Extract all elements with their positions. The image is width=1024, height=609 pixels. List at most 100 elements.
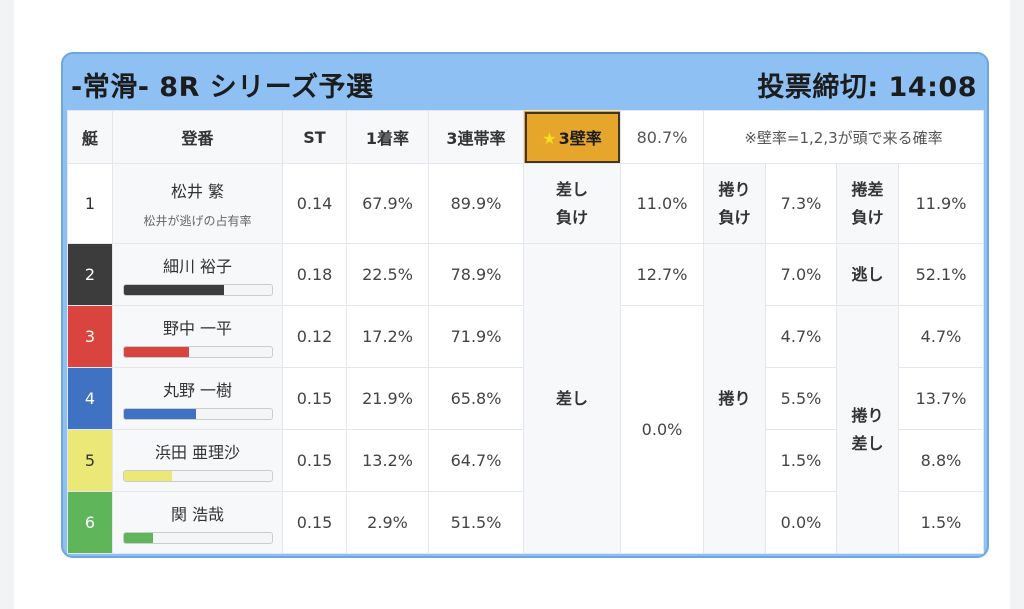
makuri-value-lane5: 1.5% [765, 429, 837, 492]
makuri-make-value: 7.3% [765, 163, 837, 244]
wall-rate-note: ※壁率=1,2,3が頭で来る確率 [703, 110, 984, 164]
race-table: 艇 登番 ST 1着率 3連帯率 ★ 3壁率 80.7% ※壁率=1,2,3が頭で… [67, 110, 984, 554]
kimarite-label: 負け [555, 207, 588, 227]
rate-bar [122, 532, 273, 544]
rate-bar [122, 470, 273, 482]
rate-bar-fill [123, 409, 197, 419]
col-racer: 登番 [112, 110, 283, 164]
table-row: 5 浜田 亜理沙 0.15 13.2% 64.7% 1.5% 8.8% [67, 429, 984, 492]
top3-rate-value: 89.9% [428, 163, 524, 244]
rate-bar [122, 408, 273, 420]
makurisashi-value-lane6: 1.5% [898, 491, 984, 554]
racer-name[interactable]: 松井 繁 [170, 182, 225, 201]
kimarite-makuri: 捲り [703, 243, 766, 554]
st-value: 0.15 [282, 491, 347, 554]
top3-rate-value: 51.5% [428, 491, 524, 554]
col-win-rate: 1着率 [346, 110, 429, 164]
lane-number: 3 [67, 305, 113, 368]
rate-bar-fill [123, 347, 189, 357]
top3-rate-value: 78.9% [428, 243, 524, 306]
nige-value: 52.1% [898, 243, 984, 306]
racer-name[interactable]: 野中 一平 [162, 319, 233, 338]
rate-bar-fill [123, 285, 225, 295]
makuri-value-lane3: 4.7% [765, 305, 837, 368]
racer-name[interactable]: 細川 裕子 [162, 257, 233, 276]
top3-rate-value: 64.7% [428, 429, 524, 492]
st-value: 0.12 [282, 305, 347, 368]
race-card: -常滑- 8R シリーズ予選 投票締切: 14:08 艇 登番 ST 1着率 3… [61, 52, 989, 558]
race-title: -常滑- 8R シリーズ予選 [71, 72, 374, 103]
top3-rate-value: 65.8% [428, 367, 524, 430]
page: -常滑- 8R シリーズ予選 投票締切: 14:08 艇 登番 ST 1着率 3… [14, 0, 1010, 609]
racer-cell: 浜田 亜理沙 [112, 429, 283, 492]
racer-cell: 関 浩哉 [112, 491, 283, 554]
col-st: ST [282, 110, 347, 164]
makurisashi-value-lane3: 4.7% [898, 305, 984, 368]
racer-cell: 丸野 一樹 [112, 367, 283, 430]
wall-rate-value: 80.7% [620, 110, 704, 164]
col-top3-rate: 3連帯率 [428, 110, 524, 164]
kimarite-label: 捲り [718, 179, 751, 199]
kimarite-makurisashi-make: 捲差 負け [836, 163, 899, 244]
rate-bar-fill [123, 533, 154, 543]
win-rate-value: 67.9% [346, 163, 429, 244]
kimarite-makuri-make: 捲り 負け [703, 163, 766, 244]
win-rate-value: 13.2% [346, 429, 429, 492]
kimarite-label: 差し [555, 179, 588, 199]
win-rate-value: 22.5% [346, 243, 429, 306]
lane-number: 5 [67, 429, 113, 492]
wall-label: 3壁率 [558, 129, 602, 148]
vote-deadline: 投票締切: 14:08 [757, 72, 977, 103]
lane-number: 4 [67, 367, 113, 430]
col-wall-rate[interactable]: ★ 3壁率 [523, 110, 621, 164]
kimarite-label: 捲り [851, 405, 884, 425]
makuri-value-lane2: 7.0% [765, 243, 837, 306]
racer-cell: 野中 一平 [112, 305, 283, 368]
st-value: 0.14 [282, 163, 347, 244]
makurisashi-make-value: 11.9% [898, 163, 984, 244]
top3-rate-value: 71.9% [428, 305, 524, 368]
racer-name[interactable]: 浜田 亜理沙 [154, 443, 241, 462]
kimarite-nige: 逃し [836, 243, 899, 306]
kimarite-label: 負け [851, 207, 884, 227]
sashi-value: 0.0% [620, 305, 704, 554]
racer-cell: 松井 繁 松井が逃げの占有率 [112, 163, 283, 244]
table-row: 1 松井 繁 松井が逃げの占有率 0.14 67.9% 89.9% 差し 負け … [67, 163, 984, 244]
col-lane: 艇 [67, 110, 113, 164]
table-row: 6 関 浩哉 0.15 2.9% 51.5% 0.0% 1.5% [67, 491, 984, 554]
kimarite-sashi: 差し [523, 243, 621, 554]
sashi-value-lane2: 12.7% [620, 243, 704, 306]
makurisashi-value-lane5: 8.8% [898, 429, 984, 492]
lane-number: 1 [67, 163, 113, 244]
kimarite-sashi-make: 差し 負け [523, 163, 621, 244]
win-rate-value: 2.9% [346, 491, 429, 554]
kimarite-makurisashi: 捲り 差し [836, 305, 899, 554]
nige-share-caption: 松井が逃げの占有率 [143, 214, 252, 228]
kimarite-label: 捲差 [851, 179, 884, 199]
makuri-value-lane6: 0.0% [765, 491, 837, 554]
race-header: -常滑- 8R シリーズ予選 投票締切: 14:08 [63, 54, 987, 110]
star-icon: ★ [542, 129, 557, 148]
lane-number: 2 [67, 243, 113, 306]
header-row: 艇 登番 ST 1着率 3連帯率 ★ 3壁率 80.7% ※壁率=1,2,3が頭で… [67, 110, 984, 164]
table-row: 3 野中 一平 0.12 17.2% 71.9% 0.0% 4.7% 捲り 差し… [67, 305, 984, 554]
rate-bar [122, 346, 273, 358]
sashi-make-value: 11.0% [620, 163, 704, 244]
rate-bar [122, 284, 273, 296]
kimarite-label: 差し [851, 433, 884, 453]
st-value: 0.18 [282, 243, 347, 306]
st-value: 0.15 [282, 429, 347, 492]
racer-name[interactable]: 丸野 一樹 [162, 381, 233, 400]
st-value: 0.15 [282, 367, 347, 430]
makurisashi-value-lane4: 13.7% [898, 367, 984, 430]
table-row: 4 丸野 一樹 0.15 21.9% 65.8% 5.5% 13.7% [67, 367, 984, 430]
win-rate-value: 21.9% [346, 367, 429, 430]
racer-cell: 細川 裕子 [112, 243, 283, 306]
table-row: 2 細川 裕子 0.18 22.5% 78.9% 差し 12.7% 捲り 7.0… [67, 243, 984, 554]
makuri-value-lane4: 5.5% [765, 367, 837, 430]
win-rate-value: 17.2% [346, 305, 429, 368]
kimarite-label: 負け [718, 207, 751, 227]
racer-name[interactable]: 関 浩哉 [170, 505, 225, 524]
rate-bar-fill [123, 471, 173, 481]
lane-number: 6 [67, 491, 113, 554]
